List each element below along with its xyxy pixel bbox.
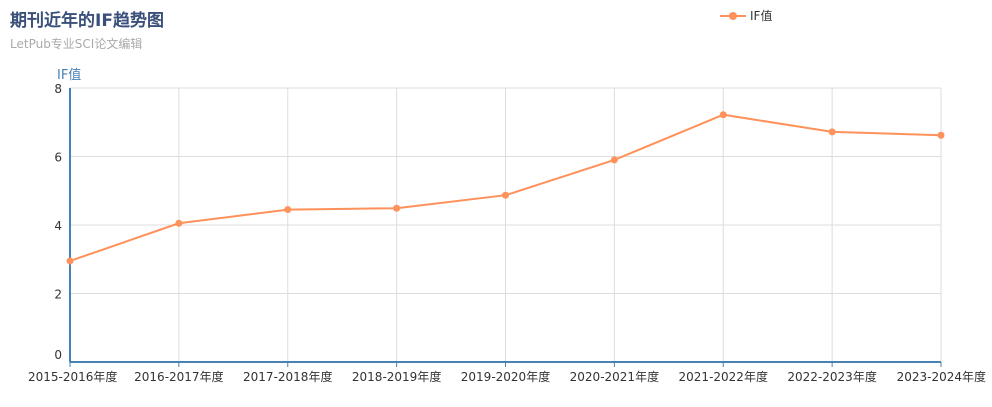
y-tick-label: 2 xyxy=(54,288,62,302)
x-tick-label: 2022-2023年度 xyxy=(787,369,876,384)
y-axis-label: IF值 xyxy=(57,67,81,83)
chart-title: 期刊近年的IF趋势图 xyxy=(10,11,164,31)
x-ticks: 2015-2016年度 2016-2017年度 2017-2018年度 2018-20… xyxy=(28,369,986,384)
x-tick-label: 2016-2017年度 xyxy=(134,369,223,384)
data-point xyxy=(66,257,74,265)
data-point xyxy=(610,156,618,164)
grid xyxy=(70,87,942,362)
x-tick-label: 2015-2016年度 xyxy=(28,369,117,384)
data-point xyxy=(393,204,401,212)
legend-dot xyxy=(729,11,737,20)
legend-swatch xyxy=(720,11,746,20)
x-tick-label: 2021-2022年度 xyxy=(679,369,768,384)
data-point xyxy=(284,206,292,214)
x-tick-label: 2020-2021年度 xyxy=(570,369,659,384)
y-tick-label: 6 xyxy=(54,151,62,165)
y-tick-label: 0 xyxy=(54,348,62,362)
axes xyxy=(69,88,942,367)
chart-subtitle: LetPub专业SCI论文编辑 xyxy=(10,37,143,51)
series xyxy=(66,111,945,265)
data-point xyxy=(502,191,509,199)
y-tick-label: 4 xyxy=(54,219,62,233)
y-ticks: 0 2 4 6 8 xyxy=(54,82,62,362)
data-point xyxy=(175,219,183,227)
x-tick-label: 2018-2019年度 xyxy=(352,369,441,384)
x-tick-label: 2023-2024年度 xyxy=(897,369,986,384)
legend-label: IF值 xyxy=(750,9,773,23)
data-point xyxy=(828,128,836,136)
x-tick-label: 2019-2020年度 xyxy=(461,369,550,384)
data-point xyxy=(719,111,727,119)
x-tick-label: 2017-2018年度 xyxy=(243,369,332,384)
legend[interactable]: IF值 xyxy=(720,7,772,24)
y-tick-label: 8 xyxy=(54,82,62,96)
data-point xyxy=(937,131,945,139)
